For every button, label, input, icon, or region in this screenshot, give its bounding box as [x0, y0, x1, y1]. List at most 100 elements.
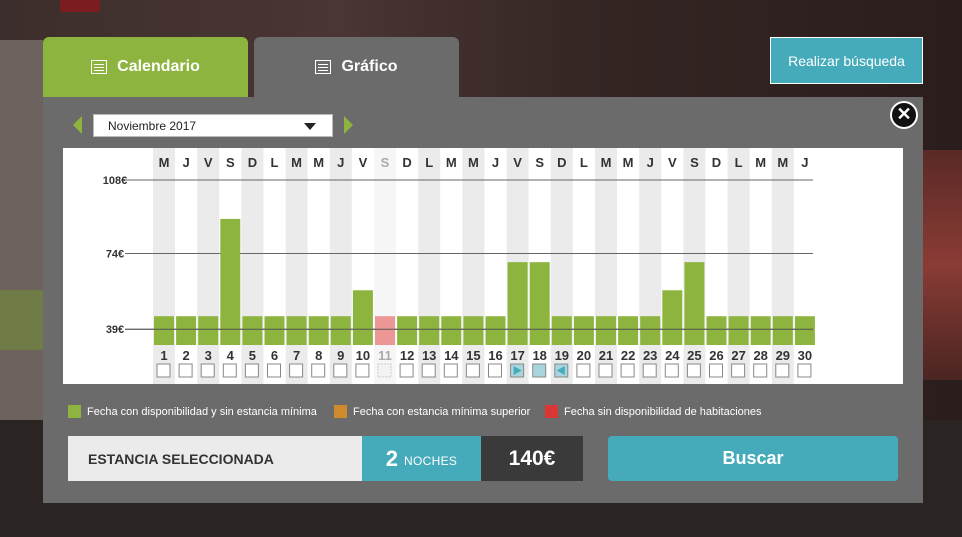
bar-day-24[interactable] — [662, 290, 683, 345]
legend-item-unavailable: Fecha sin disponibilidad de habitaciones — [545, 405, 762, 418]
day-number-label: 8 — [315, 348, 322, 363]
day-number-label: 18 — [532, 348, 546, 363]
bar-day-18[interactable] — [529, 262, 550, 345]
day-checkbox[interactable] — [753, 363, 768, 378]
day-checkbox[interactable] — [598, 363, 613, 378]
day-number-label: 30 — [798, 348, 812, 363]
bar-day-1[interactable] — [154, 316, 174, 345]
weekday-label: M — [159, 155, 170, 170]
day-checkbox — [377, 363, 392, 378]
tab-calendar[interactable]: Calendario — [43, 37, 248, 97]
bar-day-29[interactable] — [772, 316, 793, 345]
bar-day-2[interactable] — [176, 316, 197, 345]
legend: Fecha con disponibilidad y sin estancia … — [68, 405, 888, 421]
day-checkbox[interactable] — [311, 363, 326, 378]
month-select[interactable]: Noviembre 2017 — [93, 114, 333, 137]
bar-day-11[interactable] — [375, 316, 395, 345]
day-number-label: 2 — [182, 348, 189, 363]
bar-day-3[interactable] — [198, 316, 219, 345]
y-tick-label: 74€ — [106, 249, 124, 261]
day-checkbox[interactable] — [532, 363, 547, 378]
day-checkbox[interactable] — [222, 363, 237, 378]
bar-day-25[interactable] — [684, 262, 705, 345]
calendar-icon — [91, 60, 108, 74]
weekday-label: S — [381, 155, 390, 170]
weekday-label: V — [668, 155, 677, 170]
buscar-button[interactable]: Buscar — [608, 436, 898, 481]
nights-label: NOCHES — [404, 453, 458, 468]
bar-day-17[interactable] — [507, 262, 528, 345]
legend-item-min-stay: Fecha con estancia mínima superior — [334, 405, 530, 418]
legend-swatch-min-stay — [334, 405, 347, 418]
day-checkbox[interactable] — [156, 363, 171, 378]
day-checkbox[interactable] — [355, 363, 370, 378]
day-checkbox[interactable] — [488, 363, 502, 378]
day-number-label: 13 — [422, 348, 436, 363]
bar-day-22[interactable] — [618, 316, 639, 345]
bar-day-14[interactable] — [441, 316, 462, 345]
day-checkbox[interactable] — [178, 363, 193, 378]
bar-day-8[interactable] — [308, 316, 329, 345]
day-checkbox[interactable] — [731, 363, 746, 378]
day-number-label: 25 — [687, 348, 701, 363]
search-button[interactable]: Realizar búsqueda — [770, 37, 923, 84]
prev-month-arrow-icon[interactable] — [73, 116, 82, 134]
weekday-label: L — [271, 155, 279, 170]
day-number-label: 26 — [709, 348, 723, 363]
bar-day-12[interactable] — [397, 316, 418, 345]
bar-day-15[interactable] — [463, 316, 484, 345]
day-checkbox[interactable] — [465, 363, 480, 378]
bar-day-7[interactable] — [286, 316, 307, 345]
day-checkbox[interactable] — [620, 363, 635, 378]
day-checkbox[interactable] — [664, 363, 679, 378]
day-number-label: 22 — [621, 348, 635, 363]
bar-day-30[interactable] — [794, 316, 815, 345]
close-icon[interactable]: ✕ — [890, 101, 918, 129]
bar-day-6[interactable] — [264, 316, 285, 345]
day-checkbox[interactable] — [333, 363, 348, 378]
bar-day-23[interactable] — [640, 316, 661, 345]
day-checkbox[interactable] — [775, 363, 790, 378]
bar-day-5[interactable] — [242, 316, 263, 345]
day-checkbox[interactable] — [443, 363, 458, 378]
weekday-label: M — [468, 155, 479, 170]
day-checkbox[interactable] — [642, 363, 657, 378]
day-checkbox[interactable] — [244, 363, 259, 378]
tab-chart[interactable]: Gráfico — [254, 37, 459, 97]
day-checkbox[interactable] — [576, 363, 591, 378]
y-tick-label: 39€ — [106, 324, 124, 336]
day-checkbox[interactable] — [421, 363, 436, 378]
bar-day-27[interactable] — [728, 316, 749, 345]
day-checkbox[interactable] — [399, 363, 414, 378]
bar-day-20[interactable] — [573, 316, 594, 345]
weekday-label: D — [557, 155, 566, 170]
weekday-label: V — [513, 155, 522, 170]
bar-day-26[interactable] — [706, 316, 727, 345]
day-number-label: 7 — [293, 348, 300, 363]
next-month-arrow-icon[interactable] — [344, 116, 353, 134]
day-number-label: 3 — [205, 348, 212, 363]
weekday-label: D — [402, 155, 411, 170]
bar-day-28[interactable] — [750, 316, 771, 345]
bar-day-16[interactable] — [485, 316, 506, 345]
weekday-label: M — [601, 155, 612, 170]
bar-day-9[interactable] — [330, 316, 351, 345]
day-number-label: 9 — [337, 348, 344, 363]
day-checkbox[interactable] — [289, 363, 304, 378]
bar-day-19[interactable] — [551, 316, 572, 345]
bar-day-10[interactable] — [352, 290, 373, 345]
day-checkbox[interactable] — [267, 363, 281, 378]
bar-day-4[interactable] — [220, 218, 241, 345]
day-checkbox[interactable] — [797, 363, 812, 378]
nights-count-box: 2 NOCHES — [362, 436, 481, 481]
day-number-label: 20 — [577, 348, 591, 363]
weekday-label: V — [204, 155, 213, 170]
day-checkbox[interactable] — [709, 363, 723, 378]
day-checkbox[interactable] — [200, 363, 215, 378]
day-checkbox[interactable] — [686, 363, 701, 378]
bar-day-13[interactable] — [419, 316, 440, 345]
bar-day-21[interactable] — [596, 316, 616, 345]
day-number-label: 17 — [510, 348, 524, 363]
chart-icon — [315, 60, 332, 74]
background-form-edge — [0, 40, 43, 420]
